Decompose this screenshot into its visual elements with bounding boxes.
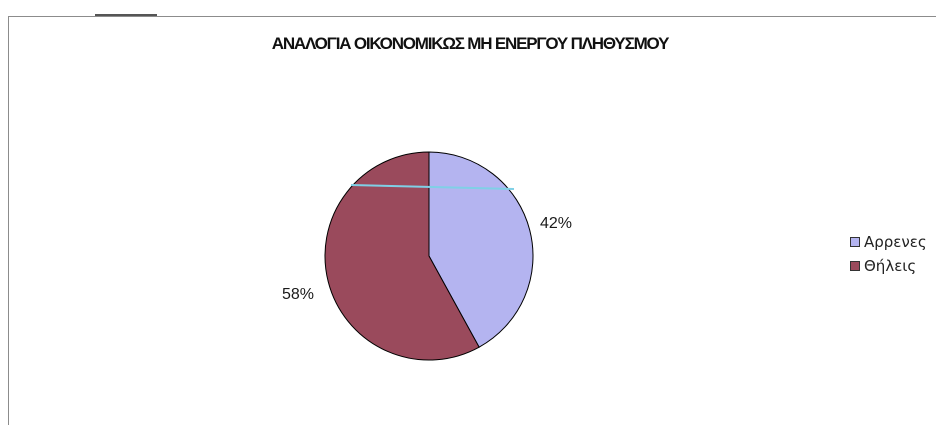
legend-swatch — [850, 261, 860, 271]
pie-slice-thileis — [324, 151, 480, 361]
legend-label: Θήλεις — [864, 257, 917, 275]
chart-title: ΑΝΑΛΟΓΙΑ ΟΙΚΟΝΟΜΙΚΩΣ ΜΗ ΕΝΕΡΓΟΥ ΠΛΗΘΥΣΜΟ… — [271, 34, 670, 53]
legend: Αρρενες Θήλεις — [850, 230, 927, 278]
data-label-arrenes: 42% — [540, 215, 572, 232]
data-label-thileis: 58% — [282, 286, 314, 303]
legend-item-thileis: Θήλεις — [850, 254, 927, 278]
pie-slice-arrenes — [428, 151, 534, 348]
highlight-line — [350, 184, 515, 190]
legend-item-arrenes: Αρρενες — [850, 230, 927, 254]
legend-label: Αρρενες — [864, 233, 927, 251]
top-border-fragment — [95, 14, 157, 16]
legend-swatch — [850, 237, 860, 247]
